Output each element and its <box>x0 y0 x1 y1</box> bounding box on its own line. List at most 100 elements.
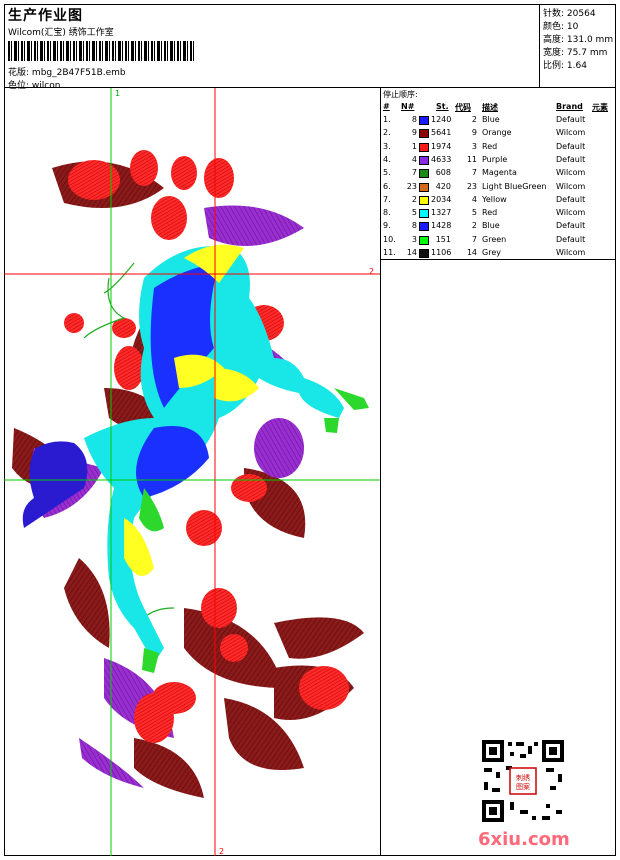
design-stats: 针数: 20564 颜色: 10 高度: 131.0 mm 宽度: 75.7 m… <box>540 4 616 88</box>
stop-cell-st: 1428 <box>431 221 452 231</box>
stat-colors: 颜色: 10 <box>543 19 578 32</box>
stop-row: 6. 23 420 23 Light BlueGreen Wilcom <box>381 182 616 195</box>
stop-cell-st: 151 <box>435 234 451 244</box>
stat-height: 高度: 131.0 mm <box>543 32 613 45</box>
stop-row: 4. 4 4633 11 Purple Default <box>381 155 616 168</box>
col-brand-header: Brand <box>556 102 583 111</box>
stop-cell-desc: Grey <box>482 248 501 257</box>
stop-cell-n: 23 <box>406 181 417 191</box>
color-swatch <box>419 235 429 245</box>
stop-cell-n: 8 <box>411 115 417 124</box>
stop-cell-brand: Default <box>556 234 586 244</box>
barcode <box>8 41 194 61</box>
stop-cell-n: 7 <box>411 168 417 178</box>
col-index-header: # <box>383 102 390 111</box>
col-code-header: 代码 <box>455 103 471 112</box>
embroidery-artwork: 1 2 2 <box>4 88 380 856</box>
stat-value: 1.64 <box>566 61 587 71</box>
color-swatch <box>419 129 429 139</box>
stop-cell-st: 1974 <box>431 141 452 151</box>
stop-cell-st: 4633 <box>431 154 452 164</box>
stop-cell-code: 2 <box>471 221 477 231</box>
stop-row: 9. 8 1428 2 Blue Default <box>381 221 616 234</box>
stop-cell-idx: 1. <box>383 115 391 124</box>
stop-cell-st: 1327 <box>431 208 452 218</box>
color-swatch <box>419 249 429 258</box>
stop-row: 11. 14 1106 14 Grey Wilcom <box>381 248 616 261</box>
stop-row: 3. 1 1974 3 Red Default <box>381 142 616 155</box>
stop-cell-desc: Magenta <box>482 168 517 178</box>
stat-label: 高度: <box>543 35 565 45</box>
color-swatch <box>419 169 429 179</box>
pattern-label: 花版: <box>8 68 30 78</box>
stop-cell-st: 2034 <box>431 194 452 204</box>
stop-cell-n: 8 <box>411 221 417 231</box>
stop-cell-desc: Red <box>482 208 498 218</box>
stop-row: 7. 2 2034 4 Yellow Default <box>381 195 616 208</box>
qr-stamp-text-2: 图案 <box>516 782 530 791</box>
stop-cell-code: 4 <box>471 194 477 204</box>
stop-row: 2. 9 5641 9 Orange Wilcom <box>381 128 616 141</box>
color-swatch <box>419 195 429 205</box>
col-desc-header: 描述 <box>482 103 498 112</box>
stop-cell-n: 9 <box>411 128 417 138</box>
stat-value: 131.0 mm <box>566 35 614 45</box>
stop-cell-n: 2 <box>411 194 417 204</box>
stop-cell-desc: Light BlueGreen <box>482 181 547 191</box>
stop-cell-n: 3 <box>411 234 417 244</box>
watermark: 6xiu.com <box>478 829 570 850</box>
stop-cell-idx: 5. <box>383 168 391 178</box>
stat-width: 宽度: 75.7 mm <box>543 45 607 58</box>
stop-cell-st: 5641 <box>431 128 452 138</box>
embroidery-design-panel: 1 2 2 <box>4 88 381 856</box>
stop-cell-n: 5 <box>411 208 417 218</box>
stat-label: 针数: <box>543 9 565 19</box>
stop-cell-brand: Default <box>556 221 586 231</box>
stop-cell-code: 14 <box>466 248 477 257</box>
stop-cell-idx: 11. <box>383 248 396 257</box>
guide-label-v1: 1 <box>115 89 120 98</box>
stop-cell-code: 2 <box>471 115 477 124</box>
stop-cell-st: 1240 <box>431 115 452 124</box>
stat-label: 宽度: <box>543 48 565 58</box>
stop-cell-st: 1106 <box>431 248 452 257</box>
stop-cell-brand: Wilcom <box>556 248 586 257</box>
stop-cell-brand: Wilcom <box>556 128 586 138</box>
stop-cell-brand: Default <box>556 194 586 204</box>
color-swatch <box>419 222 429 232</box>
qr-code-image: 刺绣 图案 <box>480 738 566 824</box>
col-element-header: 元素 <box>592 103 608 112</box>
stop-cell-code: 11 <box>466 154 477 164</box>
color-swatch <box>419 182 429 192</box>
col-stitches-header: St. <box>436 102 449 111</box>
stop-cell-code: 9 <box>471 128 477 138</box>
pattern-file: 花版: mbg_2B47F51B.emb <box>8 65 126 78</box>
stat-scale: 比例: 1.64 <box>543 58 587 71</box>
stop-cell-brand: Wilcom <box>556 168 586 178</box>
stat-label: 颜色: <box>543 22 565 32</box>
stop-cell-desc: Orange <box>482 128 512 138</box>
color-swatch <box>419 142 429 152</box>
stop-cell-idx: 7. <box>383 194 391 204</box>
stop-cell-idx: 4. <box>383 154 391 164</box>
stop-row: 1. 8 1240 2 Blue Default <box>381 115 616 128</box>
col-n-header: N# <box>401 102 415 111</box>
stop-cell-desc: Purple <box>482 154 508 164</box>
stop-cell-desc: Yellow <box>482 194 507 204</box>
stop-cell-code: 5 <box>471 208 477 218</box>
color-position: 色位: wilcon <box>8 78 60 91</box>
stop-cell-n: 1 <box>411 141 417 151</box>
stat-stitches: 针数: 20564 <box>543 6 596 19</box>
company-name: Wilcom(汇宝) 绣饰工作室 <box>8 28 114 38</box>
stop-cell-st: 608 <box>435 168 451 178</box>
stop-sequence-caption: 停止顺序: <box>383 90 418 99</box>
color-pos-value: wilcon <box>31 81 61 91</box>
stop-cell-brand: Wilcom <box>556 208 586 218</box>
stop-cell-n: 4 <box>411 154 417 164</box>
qr-stamp-text: 刺绣 <box>516 773 530 782</box>
stat-label: 比例: <box>543 61 565 71</box>
color-swatch <box>419 116 429 125</box>
stop-cell-idx: 9. <box>383 221 391 231</box>
stop-cell-desc: Blue <box>482 115 500 124</box>
stop-sequence-table: 停止顺序: # N# St. 代码 描述 Brand 元素 1. 8 1240 2 Bl… <box>381 88 616 260</box>
